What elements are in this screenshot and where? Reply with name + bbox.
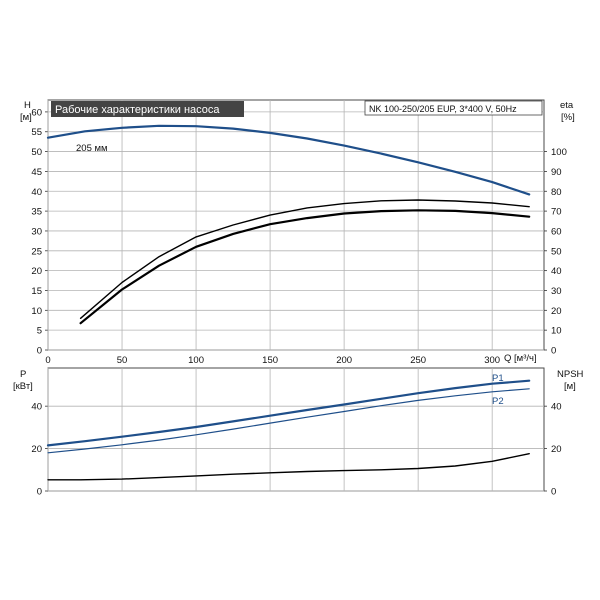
p-axis-label-symbol: P [20, 369, 26, 380]
bottom-chart: 0 20 40 0 20 40 P [кВт] NPSH [м] P1 P2 [13, 367, 584, 498]
y-left-label-symbol: H [24, 100, 31, 111]
top-plot-frame [47, 99, 545, 351]
npsh-axis-label-unit: [м] [564, 381, 576, 392]
y-left-tick-label: 25 [31, 246, 42, 257]
y-left-tick-label: 55 [31, 127, 42, 138]
x-tick-label: 250 [410, 355, 426, 366]
y-right-tick-label: 90 [551, 167, 562, 178]
p-axis-label-unit: [кВт] [13, 381, 33, 392]
y-left-tick-label: 0 [37, 487, 42, 498]
x-tick-label: 300 [484, 355, 500, 366]
y-right-tick-label: 70 [551, 207, 562, 218]
x-tick-label: 200 [336, 355, 352, 366]
series-1-2-line [47, 453, 530, 481]
x-axis-label: Q [м³/ч] [504, 353, 537, 364]
y-left-tick-label: 50 [31, 147, 42, 158]
y-right-label-symbol: eta [560, 100, 574, 111]
y-left-label-unit: [м] [20, 112, 32, 123]
y-right-tick-label: 80 [551, 187, 562, 198]
series-P2-line [47, 388, 530, 454]
y-left-tick-label: 30 [31, 226, 42, 237]
top-series [46, 124, 531, 325]
x-tick-label: 50 [117, 355, 128, 366]
y-left-tick-label: 45 [31, 167, 42, 178]
impeller-diameter-label: 205 мм [76, 143, 108, 154]
x-tick-label: 0 [45, 355, 50, 366]
y-right-label-unit: [%] [561, 112, 575, 123]
y-right-tick-label: 60 [551, 226, 562, 237]
y-left-tick-label: 40 [31, 402, 42, 413]
chart-subtitle: NK 100-250/205 EUP, 3*400 V, 50Hz [369, 104, 517, 114]
y-left-tick-label: 5 [37, 326, 42, 337]
y-left-tick-label: 20 [31, 266, 42, 277]
y-right-tick-label: 50 [551, 246, 562, 257]
y-right-tick-label: 40 [551, 266, 562, 277]
title-box [51, 101, 244, 117]
series-0-2-line [79, 209, 531, 325]
bottom-tick-labels: 0 20 40 0 20 40 [31, 402, 561, 498]
y-left-tick-label: 0 [37, 346, 42, 357]
npsh-axis-label-symbol: NPSH [557, 369, 584, 380]
x-tick-label: 100 [188, 355, 204, 366]
y-left-tick-label: 15 [31, 286, 42, 297]
top-tick-labels: 0 5 10 15 20 25 30 35 40 45 50 55 60 0 10 20 30 40 50 60 70 8… [31, 107, 566, 366]
y-right-tick-label: 10 [551, 326, 562, 337]
p2-series-label: P2 [492, 396, 504, 407]
x-tick-label: 150 [262, 355, 278, 366]
series-205-мм-line [46, 124, 531, 196]
y-right-tick-label: 30 [551, 286, 562, 297]
y-left-tick-label: 40 [31, 187, 42, 198]
y-right-tick-label: 20 [551, 444, 562, 455]
series-P1-line [46, 379, 531, 447]
subtitle-box [364, 100, 543, 116]
y-left-tick-label: 10 [31, 306, 42, 317]
p1-series-label: P1 [492, 373, 504, 384]
bottom-plot-frame [47, 367, 545, 492]
top-chart: 0 5 10 15 20 25 30 35 40 45 50 55 60 0 10 20 30 40 50 60 70 8… [20, 99, 575, 366]
y-left-tick-label: 20 [31, 444, 42, 455]
series-0-1-line [79, 199, 530, 319]
y-right-tick-label: 40 [551, 402, 562, 413]
chart-title: Рабочие характеристики насоса [55, 104, 220, 116]
y-left-tick-label: 35 [31, 207, 42, 218]
bottom-series [46, 379, 531, 481]
y-right-tick-label: 0 [551, 346, 556, 357]
y-right-tick-label: 0 [551, 487, 556, 498]
y-right-tick-label: 100 [551, 147, 567, 158]
y-left-tick-label: 60 [31, 107, 42, 118]
y-right-tick-label: 20 [551, 306, 562, 317]
bottom-grid [45, 368, 547, 492]
